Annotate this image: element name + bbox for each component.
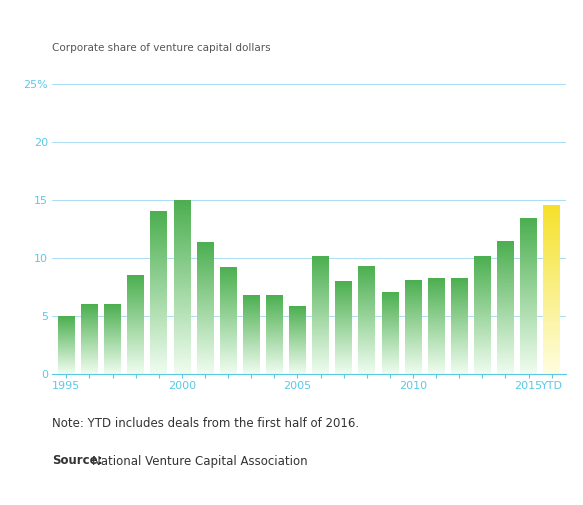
Text: National Venture Capital Association: National Venture Capital Association — [92, 454, 308, 468]
Text: Note: YTD includes deals from the first half of 2016.: Note: YTD includes deals from the first … — [52, 417, 360, 430]
Text: Corporate share of venture capital dollars: Corporate share of venture capital dolla… — [52, 43, 271, 53]
Text: Source:: Source: — [52, 454, 103, 468]
